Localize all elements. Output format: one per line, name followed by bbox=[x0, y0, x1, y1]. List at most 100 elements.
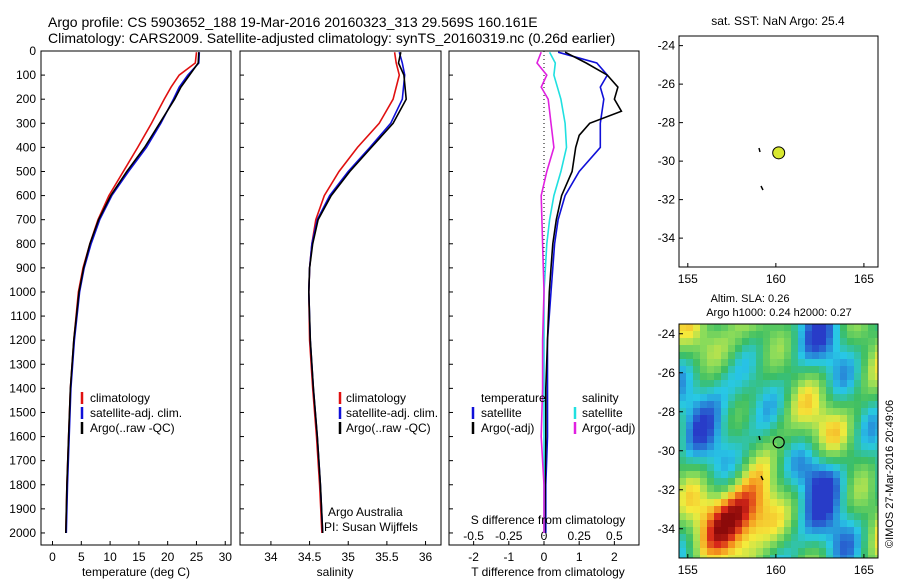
heat-cell bbox=[777, 506, 785, 514]
heat-cell bbox=[742, 457, 750, 465]
heat-cell bbox=[875, 541, 878, 549]
heat-cell bbox=[756, 401, 764, 409]
map-x-tick-label: 165 bbox=[854, 272, 874, 286]
heat-cell bbox=[847, 359, 855, 367]
heat-cell bbox=[798, 359, 806, 367]
heat-cell bbox=[728, 338, 736, 346]
heat-cell bbox=[840, 331, 848, 339]
heat-cell bbox=[756, 534, 764, 542]
heat-cell bbox=[784, 471, 792, 479]
heat-cell bbox=[763, 541, 771, 549]
heat-cell bbox=[742, 541, 750, 549]
heat-cell bbox=[812, 429, 820, 437]
heat-cell bbox=[868, 366, 876, 374]
map-x-tick-label: 155 bbox=[678, 272, 698, 286]
heat-cell bbox=[833, 527, 841, 535]
heat-cell bbox=[840, 471, 848, 479]
heat-cell bbox=[707, 345, 715, 353]
heat-cell bbox=[854, 436, 862, 444]
heat-cell bbox=[777, 415, 785, 423]
heat-cell bbox=[721, 429, 729, 437]
heat-cell bbox=[791, 520, 799, 528]
heat-cell bbox=[721, 401, 729, 409]
heat-cell bbox=[875, 548, 878, 556]
heat-cell bbox=[833, 520, 841, 528]
heat-cell bbox=[742, 534, 750, 542]
heat-cell bbox=[819, 513, 827, 521]
heat-cell bbox=[854, 527, 862, 535]
heat-cell bbox=[875, 394, 878, 402]
heat-cell bbox=[861, 359, 869, 367]
heat-cell bbox=[749, 345, 757, 353]
heat-cell bbox=[763, 471, 771, 479]
heat-cell bbox=[798, 345, 806, 353]
heat-cell bbox=[693, 429, 701, 437]
heat-cell bbox=[784, 541, 792, 549]
heat-cell bbox=[679, 450, 687, 458]
heat-cell bbox=[777, 541, 785, 549]
heat-cell bbox=[763, 478, 771, 486]
heat-cell bbox=[735, 527, 743, 535]
heat-cell bbox=[854, 401, 862, 409]
depth-tick-label: 300 bbox=[16, 116, 36, 130]
heat-cell bbox=[826, 534, 834, 542]
heat-cell bbox=[777, 520, 785, 528]
sla-heatmap bbox=[679, 324, 878, 558]
heat-cell bbox=[721, 345, 729, 353]
heat-cell bbox=[707, 485, 715, 493]
heat-cell bbox=[826, 464, 834, 472]
heat-cell bbox=[875, 401, 878, 409]
heat-cell bbox=[749, 338, 757, 346]
heat-cell bbox=[819, 534, 827, 542]
heat-cell bbox=[847, 366, 855, 374]
heat-cell bbox=[833, 394, 841, 402]
heat-cell bbox=[875, 555, 878, 558]
legend-item: climatology bbox=[90, 391, 150, 405]
heat-cell bbox=[693, 464, 701, 472]
x-tick-label: 1 bbox=[576, 550, 583, 564]
heat-cell bbox=[840, 429, 848, 437]
heat-cell bbox=[693, 478, 701, 486]
heat-cell bbox=[749, 471, 757, 479]
heat-cell bbox=[721, 527, 729, 535]
heat-cell bbox=[847, 478, 855, 486]
heat-cell bbox=[826, 541, 834, 549]
heat-cell bbox=[833, 415, 841, 423]
heat-cell bbox=[714, 394, 722, 402]
heat-cell bbox=[721, 506, 729, 514]
heat-cell bbox=[735, 408, 743, 416]
heat-cell bbox=[728, 359, 736, 367]
heat-cell bbox=[826, 527, 834, 535]
heat-cell bbox=[777, 464, 785, 472]
heat-cell bbox=[728, 492, 736, 500]
heat-cell bbox=[875, 387, 878, 395]
heat-cell bbox=[861, 541, 869, 549]
depth-tick-label: 1400 bbox=[9, 381, 36, 395]
heat-cell bbox=[707, 464, 715, 472]
heat-cell bbox=[679, 478, 687, 486]
heat-cell bbox=[798, 513, 806, 521]
heat-cell bbox=[833, 555, 841, 558]
heat-cell bbox=[847, 415, 855, 423]
heat-cell bbox=[742, 387, 750, 395]
heat-cell bbox=[868, 527, 876, 535]
heat-cell bbox=[770, 394, 778, 402]
heat-cell bbox=[721, 436, 729, 444]
heat-cell bbox=[868, 464, 876, 472]
heat-cell bbox=[770, 485, 778, 493]
heat-cell bbox=[798, 464, 806, 472]
credit-text: ©IMOS 27-Mar-2016 20:49:06 bbox=[884, 400, 896, 548]
heat-cell bbox=[826, 450, 834, 458]
heat-cell bbox=[707, 527, 715, 535]
heat-cell bbox=[812, 541, 820, 549]
heat-cell bbox=[742, 436, 750, 444]
depth-tick-label: 1300 bbox=[9, 357, 36, 371]
heat-cell bbox=[847, 401, 855, 409]
heat-cell bbox=[735, 324, 743, 332]
heat-cell bbox=[770, 387, 778, 395]
heat-cell bbox=[686, 506, 694, 514]
heat-cell bbox=[735, 429, 743, 437]
heat-cell bbox=[700, 534, 708, 542]
heat-cell bbox=[805, 492, 813, 500]
heat-cell bbox=[770, 345, 778, 353]
